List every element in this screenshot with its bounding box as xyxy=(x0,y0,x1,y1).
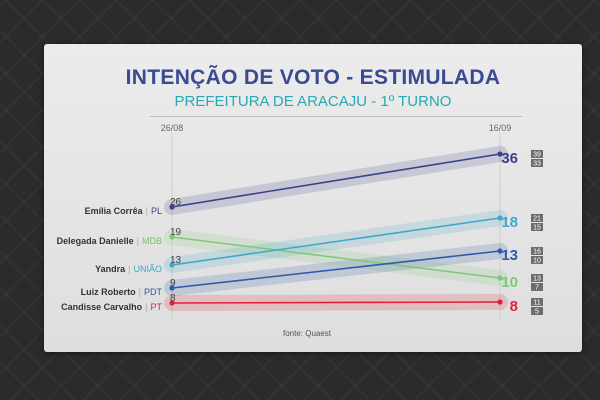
margin-upper-label: 13 xyxy=(533,276,541,283)
party-name: MDB xyxy=(142,236,162,246)
x-tick-label: 16/09 xyxy=(489,123,512,133)
source-note: fonte: Quaest xyxy=(283,329,332,338)
margin-box-upper xyxy=(531,247,543,255)
candidate-label: Yandra | UNIÃO xyxy=(95,264,162,274)
end-value-label: 8 xyxy=(510,298,518,315)
margin-box-lower xyxy=(531,223,543,231)
candidate-name: Emília Corrêa xyxy=(84,206,143,216)
end-value-label: 18 xyxy=(501,214,518,231)
candidate-name: Luiz Roberto xyxy=(80,287,136,297)
margin-lower-label: 15 xyxy=(533,225,541,232)
start-value-label: 9 xyxy=(170,278,176,289)
margin-upper-label: 21 xyxy=(533,216,541,223)
end-value-label: 36 xyxy=(501,150,518,167)
margin-lower-label: 33 xyxy=(533,161,541,168)
series-point-start xyxy=(169,262,175,268)
candidate-label: Delegada Danielle | MDB xyxy=(57,236,162,246)
start-value-label: 13 xyxy=(170,255,182,266)
series-point-end xyxy=(497,248,503,254)
series-line xyxy=(171,217,501,266)
candidate-name: Delegada Danielle xyxy=(56,236,134,246)
label-separator: | xyxy=(138,287,141,297)
label-separator: | xyxy=(136,236,139,246)
series-point-start xyxy=(169,285,175,291)
start-value-label: 19 xyxy=(170,227,182,238)
series-point-end xyxy=(497,275,503,281)
candidate-label: Emília Corrêa | PL xyxy=(85,206,162,216)
margin-lower-label: 7 xyxy=(535,285,539,292)
series-line xyxy=(171,236,501,279)
party-name: PT xyxy=(150,302,162,312)
label-separator: | xyxy=(145,302,148,312)
title-divider xyxy=(150,116,522,117)
series-point-end xyxy=(497,299,503,305)
x-tick-label: 26/08 xyxy=(161,123,184,133)
margin-box-lower xyxy=(531,256,543,264)
margin-box-lower xyxy=(531,283,543,291)
series-point-end xyxy=(497,215,503,221)
end-value-label: 10 xyxy=(501,274,518,291)
series-line xyxy=(171,250,501,289)
margin-box-upper xyxy=(531,298,543,306)
party-name: PDT xyxy=(144,287,162,297)
party-name: UNIÃO xyxy=(133,264,162,274)
margin-lower-label: 5 xyxy=(535,309,539,316)
chart-title: INTENÇÃO DE VOTO - ESTIMULADA xyxy=(125,66,501,89)
chart-subtitle: PREFEITURA DE ARACAJU - 1º TURNO xyxy=(174,93,452,110)
series-point-start xyxy=(169,204,175,210)
series-line xyxy=(171,301,501,304)
series-point-start xyxy=(169,234,175,240)
series-point-start xyxy=(169,300,175,306)
margin-box-lower xyxy=(531,159,543,167)
margin-box-upper xyxy=(531,150,543,158)
end-value-label: 13 xyxy=(501,247,518,264)
margin-box-upper xyxy=(531,214,543,222)
candidate-name: Candisse Carvalho xyxy=(61,302,143,312)
candidate-label: Luiz Roberto | PDT xyxy=(81,287,162,297)
start-value-label: 26 xyxy=(170,197,182,208)
candidate-label: Candisse Carvalho | PT xyxy=(61,302,162,312)
candidate-name: Yandra xyxy=(95,264,126,274)
series-point-end xyxy=(497,151,503,157)
margin-upper-label: 11 xyxy=(533,300,540,307)
start-value-label: 8 xyxy=(170,293,176,304)
margin-box-lower xyxy=(531,307,543,315)
label-separator: | xyxy=(128,264,131,274)
chart-panel xyxy=(44,44,582,352)
margin-box-upper xyxy=(531,274,543,282)
margin-upper-label: 16 xyxy=(533,249,541,256)
margin-lower-label: 10 xyxy=(533,258,541,265)
margin-upper-label: 39 xyxy=(533,152,541,159)
label-separator: | xyxy=(145,206,148,216)
party-name: PL xyxy=(150,206,162,216)
series-line xyxy=(171,153,501,208)
